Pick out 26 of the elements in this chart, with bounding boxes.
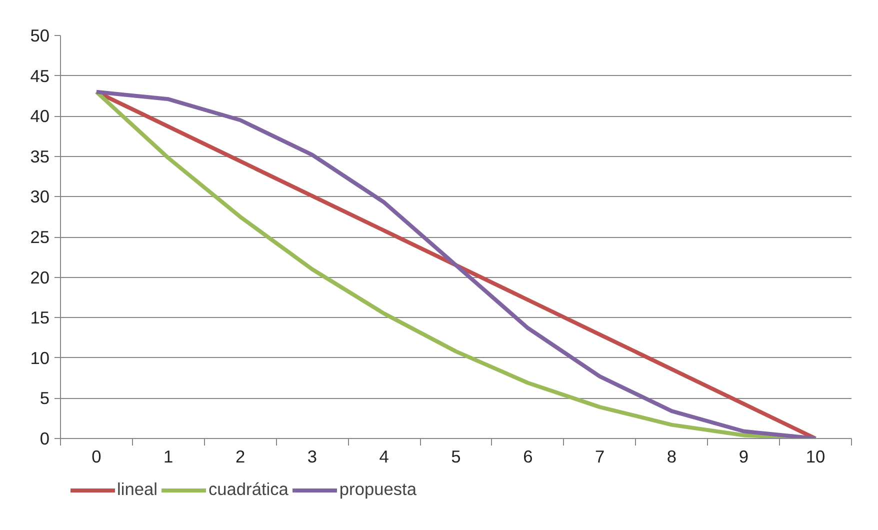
y-tick-label: 0 bbox=[40, 428, 50, 448]
x-tick-label: 8 bbox=[666, 446, 677, 466]
x-tick-label: 9 bbox=[738, 446, 748, 466]
y-tick-label: 30 bbox=[30, 186, 50, 207]
y-tick-label: 50 bbox=[30, 26, 50, 46]
y-tick-label: 10 bbox=[30, 348, 50, 368]
y-tick-label: 25 bbox=[30, 227, 50, 247]
x-tick-label: 0 bbox=[92, 446, 102, 466]
x-tick-label: 6 bbox=[523, 446, 533, 466]
x-tick-label: 3 bbox=[307, 446, 318, 466]
x-tick-label: 5 bbox=[451, 446, 461, 466]
x-tick-label: 7 bbox=[595, 446, 605, 466]
x-tick-label: 10 bbox=[806, 446, 826, 466]
x-tick-label: 2 bbox=[235, 446, 246, 466]
y-tick-label: 35 bbox=[30, 146, 50, 166]
x-tick-label: 1 bbox=[164, 446, 174, 466]
y-tick-label: 15 bbox=[30, 308, 50, 328]
x-tick-label: 4 bbox=[379, 446, 390, 466]
legend-label: cuadrática bbox=[208, 479, 288, 500]
y-tick-label: 20 bbox=[30, 267, 50, 288]
y-tick-label: 40 bbox=[30, 106, 50, 126]
y-tick-label: 5 bbox=[40, 388, 50, 408]
legend-label: propuesta bbox=[339, 479, 416, 500]
y-tick-label: 45 bbox=[30, 66, 50, 86]
line-series bbox=[94, 90, 818, 438]
legend-label: lineal bbox=[117, 479, 158, 500]
